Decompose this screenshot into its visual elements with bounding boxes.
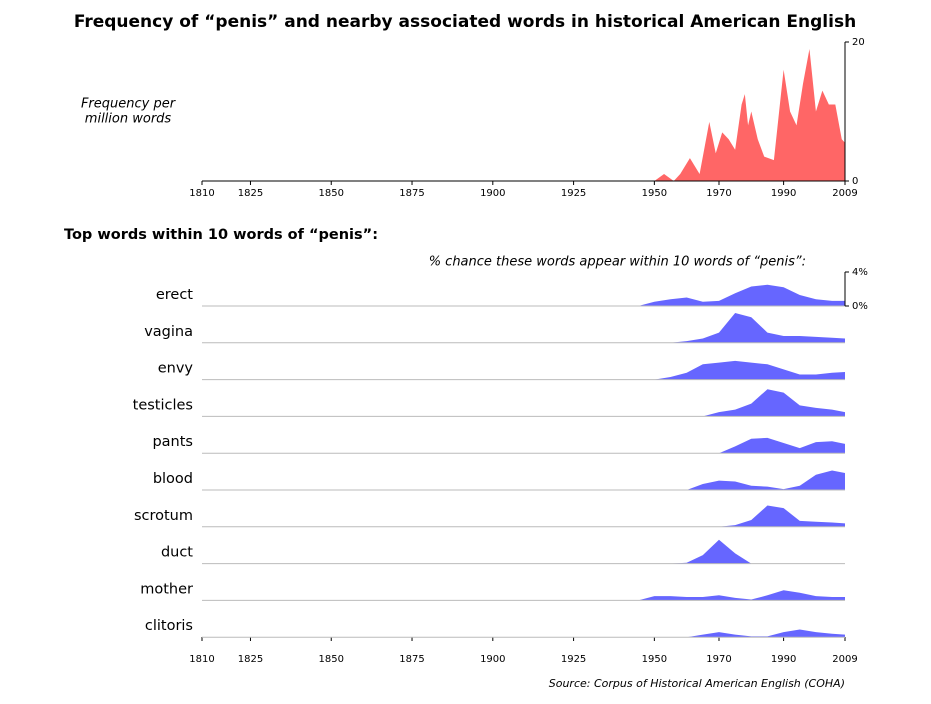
x-tick-label: 1950: [642, 188, 667, 199]
x-tick-label: 1850: [319, 654, 344, 665]
y-tick-label: 20: [852, 37, 865, 48]
area: [638, 389, 845, 417]
series-label: vagina: [144, 324, 193, 340]
area: [638, 360, 845, 380]
area: [638, 590, 845, 601]
x-tick-label: 1875: [399, 188, 424, 199]
series-label: scrotum: [134, 508, 193, 524]
x-tick-label: 1825: [238, 654, 263, 665]
x-tick-label: 1850: [319, 188, 344, 199]
x-tick-label: 1810: [189, 654, 214, 665]
x-tick-label: 1900: [480, 654, 505, 665]
series-label: testicles: [133, 397, 193, 413]
series-label: mother: [140, 581, 193, 597]
area: [638, 284, 845, 306]
y-tick-label: 0: [852, 176, 858, 187]
area: [638, 629, 845, 638]
y-tick-label: 0%: [852, 301, 868, 312]
x-tick-label: 1825: [238, 188, 263, 199]
series-label: blood: [153, 471, 193, 487]
series-label: erect: [156, 287, 193, 303]
series-label: duct: [161, 545, 193, 561]
x-tick-label: 1810: [189, 188, 214, 199]
x-tick-label: 1970: [706, 188, 731, 199]
x-tick-label: 1875: [399, 654, 424, 665]
series-label: pants: [152, 434, 193, 450]
x-tick-label: 1900: [480, 188, 505, 199]
y-tick-label: 4%: [852, 267, 868, 278]
area: [638, 470, 845, 490]
series-label: envy: [158, 361, 194, 377]
x-tick-label: 1990: [771, 188, 796, 199]
x-tick-label: 1925: [561, 188, 586, 199]
x-tick-label: 2009: [832, 654, 857, 665]
area: [638, 313, 845, 343]
subtitle: % chance these words appear within 10 wo…: [429, 255, 806, 270]
x-tick-label: 1950: [642, 654, 667, 665]
series-label: clitoris: [145, 618, 193, 634]
area: [638, 505, 845, 527]
x-tick-label: 1990: [771, 654, 796, 665]
x-tick-label: 2009: [832, 188, 857, 199]
y-axis-label: Frequency per: [81, 97, 177, 112]
x-tick-label: 1970: [706, 654, 731, 665]
x-tick-label: 1925: [561, 654, 586, 665]
source: Source: Corpus of Historical American En…: [549, 677, 845, 690]
area: [202, 48, 845, 182]
chart-title: Frequency of “penis” and nearby associat…: [74, 12, 856, 32]
area: [638, 539, 845, 564]
y-axis-label: million words: [85, 112, 172, 127]
area: [638, 437, 845, 454]
section-title: Top words within 10 words of “penis”:: [64, 227, 378, 243]
